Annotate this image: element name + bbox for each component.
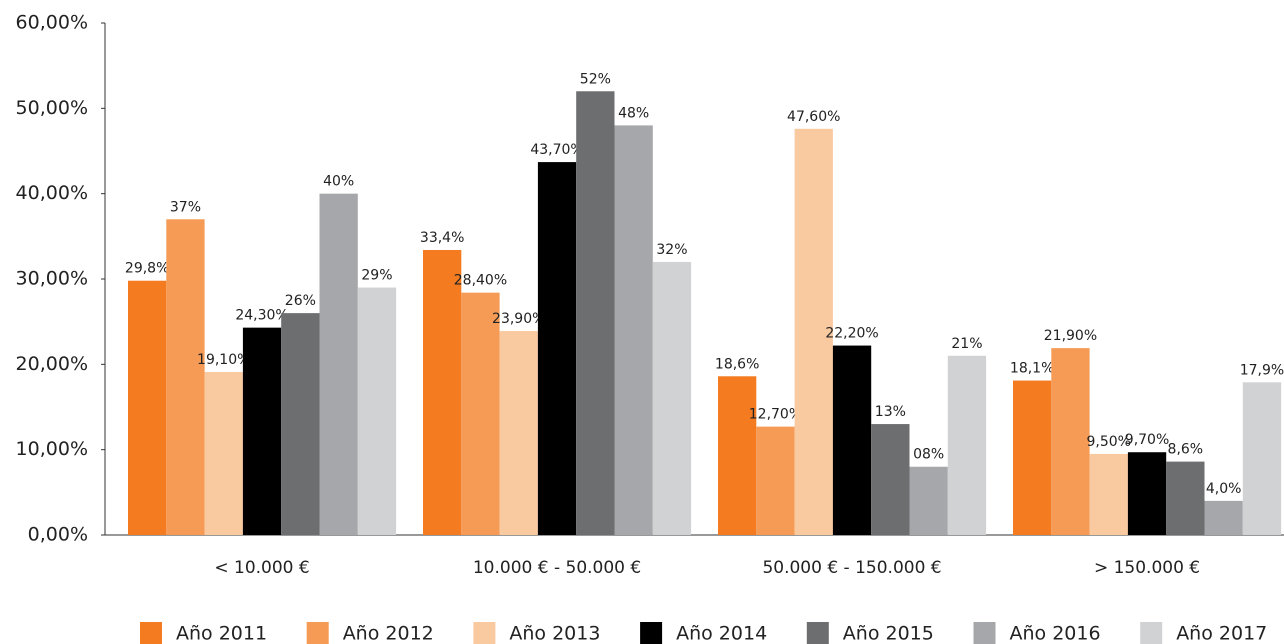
- legend-swatch: [473, 622, 496, 644]
- value-label: 48%: [618, 105, 649, 121]
- value-label: 13%: [875, 404, 906, 420]
- bar: [832, 345, 872, 535]
- legend-label: Año 2012: [343, 623, 434, 644]
- bar: [1013, 380, 1052, 535]
- value-label: 40%: [323, 174, 354, 190]
- bar: [1051, 348, 1090, 535]
- bar: [909, 466, 948, 535]
- legend-swatch: [1140, 622, 1163, 644]
- value-label: 12,70%: [749, 407, 802, 423]
- y-tick-label: 10,00%: [16, 438, 88, 460]
- legend-label: Año 2016: [1010, 623, 1101, 644]
- value-label: 29,8%: [125, 261, 169, 277]
- value-label: 22,20%: [825, 326, 878, 342]
- value-label: 43,70%: [530, 142, 583, 158]
- value-label: 8,6%: [1168, 442, 1204, 458]
- legend-label: Año 2013: [509, 623, 600, 644]
- x-tick-label: 50.000 € - 150.000 €: [762, 558, 941, 578]
- bar: [794, 128, 833, 535]
- bar: [947, 355, 987, 535]
- legend-swatch: [640, 622, 663, 644]
- value-label: 23,90%: [492, 311, 545, 327]
- bar: [871, 424, 910, 535]
- value-label: 33,4%: [420, 230, 464, 246]
- legend-swatch: [140, 622, 162, 644]
- value-label: 9,70%: [1125, 432, 1169, 448]
- y-tick-label: 40,00%: [16, 182, 88, 204]
- y-tick-label: 0,00%: [28, 524, 88, 546]
- value-label: 4,0%: [1206, 481, 1242, 497]
- bar: [461, 292, 500, 535]
- value-label: 32%: [656, 242, 687, 258]
- y-tick-label: 50,00%: [16, 97, 88, 119]
- legend-swatch: [806, 622, 829, 644]
- value-label: 21,90%: [1044, 328, 1097, 344]
- bar: [357, 287, 397, 535]
- bar: [718, 376, 757, 535]
- bar: [281, 313, 320, 535]
- bar: [128, 280, 167, 535]
- value-label: 9,50%: [1087, 434, 1131, 450]
- value-label: 08%: [913, 447, 944, 463]
- value-label: 19,10%: [197, 352, 250, 368]
- legend-swatch: [973, 622, 996, 644]
- y-tick-label: 20,00%: [16, 353, 88, 375]
- value-label: 18,6%: [715, 356, 759, 372]
- value-label: 21%: [951, 336, 982, 352]
- bar: [204, 372, 243, 535]
- legend-label: Año 2017: [1176, 623, 1267, 644]
- bar: [499, 331, 538, 535]
- value-label: 29%: [361, 268, 392, 284]
- bar: [1089, 453, 1128, 535]
- value-label: 37%: [170, 199, 201, 215]
- value-label: 24,30%: [235, 308, 288, 324]
- y-tick-label: 30,00%: [16, 268, 88, 290]
- value-label: 18,1%: [1010, 361, 1054, 377]
- legend-label: Año 2011: [176, 623, 267, 644]
- x-tick-label: < 10.000 €: [214, 558, 309, 578]
- bar: [614, 125, 653, 536]
- y-tick-label: 60,00%: [16, 12, 88, 34]
- bar: [242, 327, 282, 535]
- bar: [1204, 500, 1243, 535]
- bar: [319, 193, 358, 535]
- x-tick-label: 10.000 € - 50.000 €: [473, 558, 641, 578]
- bar: [652, 261, 692, 535]
- bar: [1242, 382, 1282, 535]
- legend-label: Año 2015: [843, 623, 934, 644]
- value-label: 47,60%: [787, 109, 840, 125]
- bar: [576, 91, 615, 536]
- bar: [756, 426, 795, 535]
- value-label: 26%: [285, 293, 316, 309]
- legend-label: Año 2014: [676, 623, 767, 644]
- x-tick-label: > 150.000 €: [1094, 558, 1200, 578]
- bar: [537, 162, 577, 536]
- value-label: 52%: [580, 71, 611, 87]
- bar: [1166, 461, 1205, 535]
- bar: [166, 219, 205, 535]
- bar: [1127, 452, 1167, 535]
- legend-swatch: [306, 622, 329, 644]
- value-label: 17,9%: [1240, 362, 1284, 378]
- bar: [423, 249, 462, 535]
- value-label: 28,40%: [454, 273, 507, 289]
